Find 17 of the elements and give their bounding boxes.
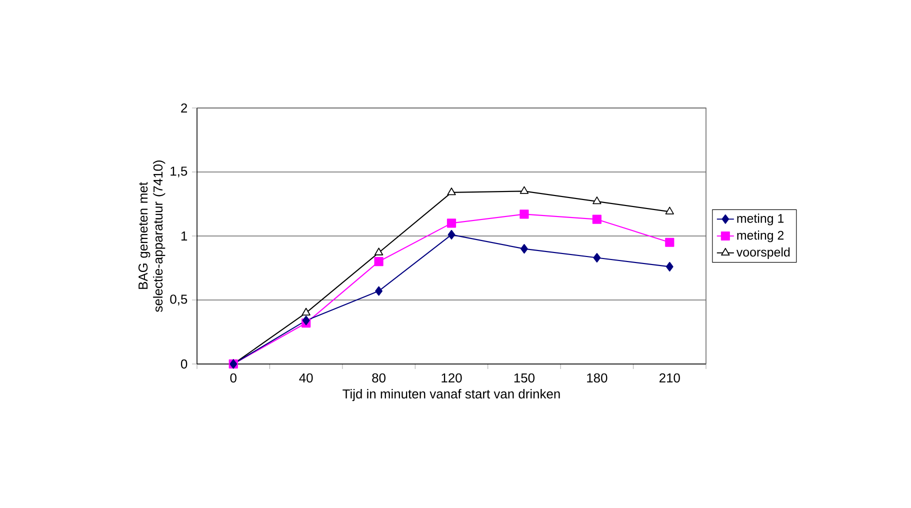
y-axis-title: BAG gemeten met selectie-apparatuur (7410) — [138, 160, 166, 312]
legend-label: meting 2 — [737, 230, 784, 242]
y-tick-label: 1,5 — [170, 166, 188, 178]
y-tick-label: 1 — [181, 232, 188, 240]
x-tick-label: 80 — [372, 373, 386, 383]
x-tick-label: 180 — [587, 373, 608, 383]
x-tick-label: 0 — [230, 373, 236, 383]
y-tick-label: 2 — [181, 103, 188, 113]
legend-label: meting 1 — [737, 214, 784, 226]
y-tick-label: 0 — [180, 359, 188, 369]
x-tick-label: 40 — [299, 373, 313, 383]
x-tick-label: 150 — [514, 373, 535, 383]
legend-label: voorspeld — [736, 247, 790, 260]
x-tick-label: 210 — [660, 373, 680, 383]
x-tick-label: 120 — [442, 373, 462, 383]
y-tick-label: 0,5 — [170, 294, 188, 306]
x-axis-title: Tijd in minuten vanaf start van drinken — [342, 389, 560, 402]
